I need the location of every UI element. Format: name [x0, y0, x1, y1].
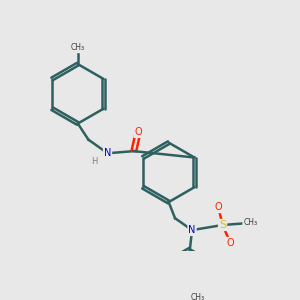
Text: CH₃: CH₃	[71, 44, 85, 52]
Text: O: O	[134, 127, 142, 137]
Text: O: O	[214, 202, 222, 212]
Text: N: N	[188, 225, 196, 235]
Text: CH₃: CH₃	[243, 218, 257, 227]
Text: S: S	[219, 220, 226, 230]
Text: N: N	[104, 148, 111, 158]
Text: H: H	[92, 157, 98, 166]
Text: CH₃: CH₃	[191, 293, 205, 300]
Text: O: O	[226, 238, 234, 248]
